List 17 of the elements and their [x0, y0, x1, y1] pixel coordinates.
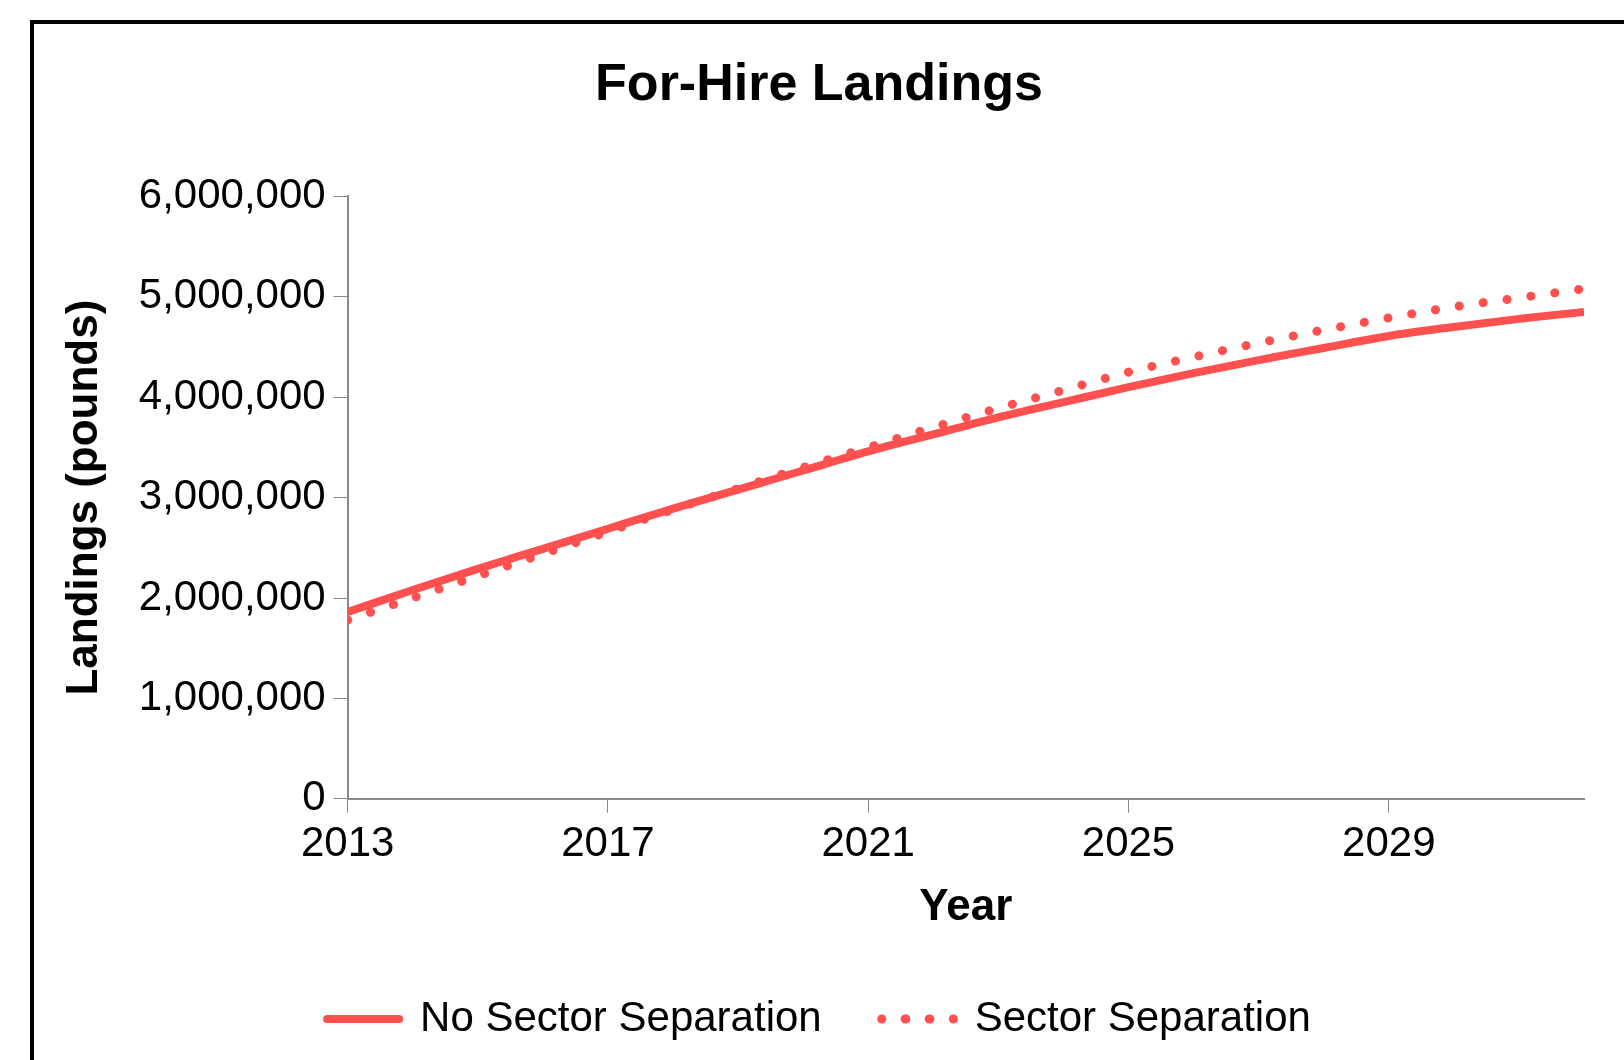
y-tick-label: 2,000,000 [138, 571, 326, 619]
y-tick-label: 4,000,000 [138, 370, 326, 418]
x-tick-label: 2017 [561, 817, 655, 865]
y-tick-label: 5,000,000 [138, 270, 326, 318]
x-tick-label: 2021 [821, 817, 915, 865]
y-tick-label: 1,000,000 [138, 671, 326, 719]
y-axis-title: Landings (pounds) [56, 299, 106, 696]
x-tick-label: 2025 [1081, 817, 1176, 865]
y-tick-label: 3,000,000 [138, 471, 326, 519]
y-tick-label: 6,000,000 [138, 169, 326, 217]
x-tick-label: 2029 [1342, 817, 1436, 865]
legend-label: No Sector Separation [420, 992, 822, 1040]
chart-title: For-Hire Landings [595, 52, 1043, 111]
x-axis-title: Year [919, 879, 1013, 929]
x-tick-label: 2013 [300, 817, 395, 865]
legend-label: Sector Separation [974, 992, 1311, 1040]
y-tick-label: 0 [302, 772, 326, 820]
